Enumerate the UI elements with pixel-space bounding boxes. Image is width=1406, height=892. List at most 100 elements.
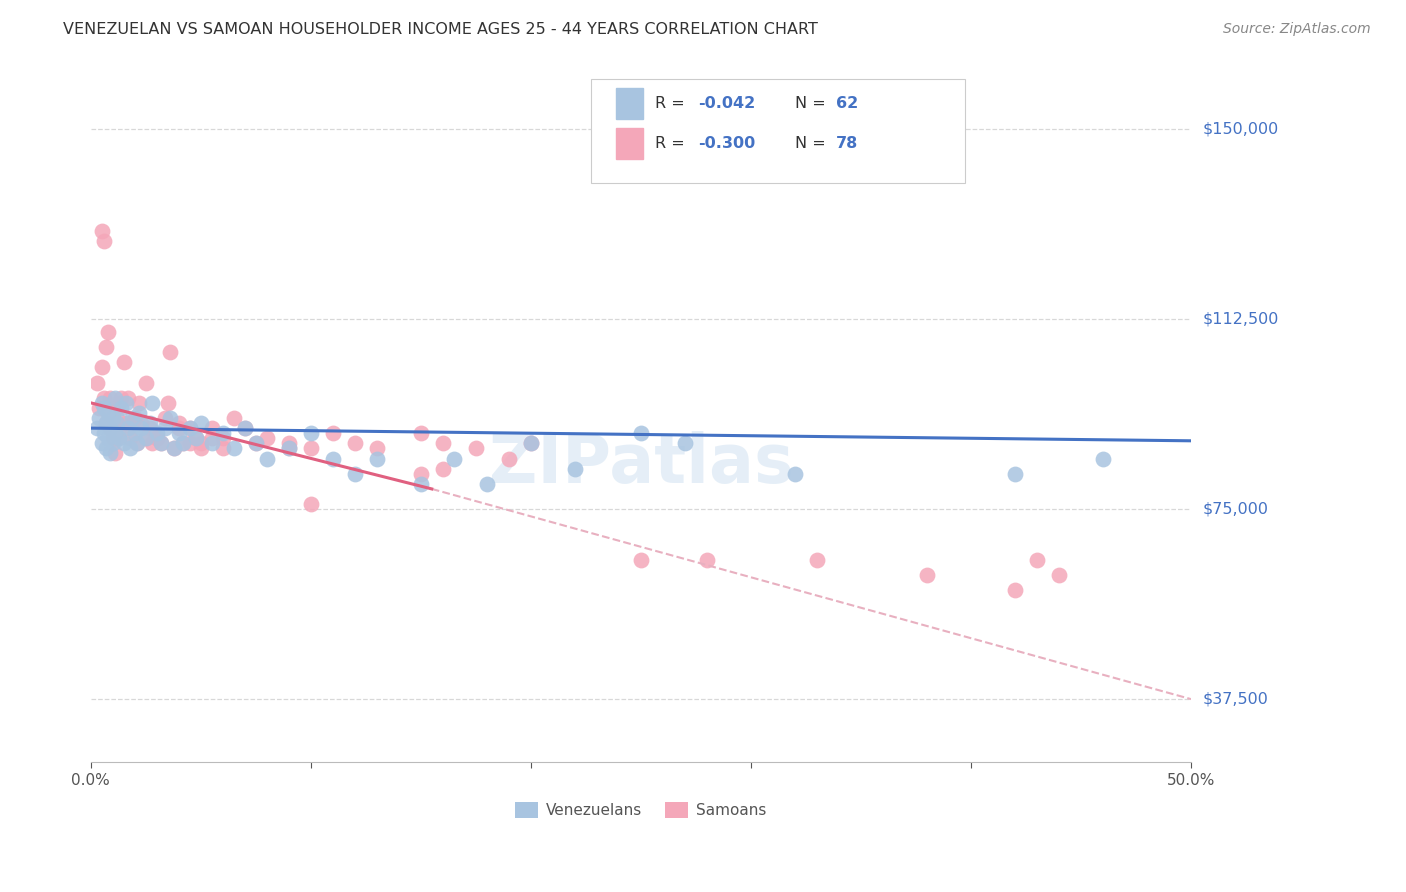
Point	[145, 426, 167, 441]
Point	[145, 431, 167, 445]
Point	[1004, 467, 1026, 481]
Point	[101, 431, 124, 445]
Point	[190, 416, 212, 430]
Point	[150, 436, 173, 450]
Point	[86, 421, 108, 435]
Point	[201, 431, 224, 445]
Text: $112,500: $112,500	[1202, 311, 1278, 326]
Point	[104, 401, 127, 415]
Point	[128, 396, 150, 410]
Text: R =: R =	[655, 136, 690, 151]
Point	[97, 406, 120, 420]
Text: R =: R =	[655, 96, 690, 112]
Point	[112, 436, 135, 450]
Point	[101, 436, 124, 450]
Text: Source: ZipAtlas.com: Source: ZipAtlas.com	[1223, 22, 1371, 37]
Point	[100, 391, 122, 405]
Point	[520, 436, 543, 450]
Point	[167, 421, 190, 435]
Point	[233, 421, 256, 435]
Point	[464, 442, 486, 456]
Point	[564, 461, 586, 475]
Point	[190, 436, 212, 450]
Point	[101, 411, 124, 425]
Point	[179, 421, 201, 435]
Point	[121, 411, 143, 425]
Point	[110, 401, 132, 415]
Point	[104, 426, 127, 441]
Point	[89, 411, 111, 425]
Point	[366, 451, 388, 466]
Point	[100, 446, 122, 460]
Point	[108, 431, 131, 445]
Point	[156, 396, 179, 410]
Text: $75,000: $75,000	[1202, 501, 1268, 516]
Point	[233, 421, 256, 435]
Point	[498, 451, 520, 466]
Point	[94, 340, 117, 354]
Point	[105, 416, 128, 430]
Point	[114, 416, 136, 430]
Point	[190, 442, 212, 456]
Point	[163, 442, 186, 456]
Point	[90, 436, 112, 450]
Point	[179, 436, 201, 450]
Point	[110, 391, 132, 405]
Point	[475, 476, 498, 491]
Point	[108, 396, 131, 410]
Text: $150,000: $150,000	[1202, 122, 1278, 136]
Point	[97, 431, 120, 445]
Point	[124, 426, 146, 441]
Point	[915, 568, 938, 582]
Point	[409, 426, 432, 441]
Point	[108, 421, 131, 435]
Point	[245, 436, 267, 450]
Point	[520, 436, 543, 450]
Point	[1091, 451, 1114, 466]
Point	[256, 451, 278, 466]
Point	[94, 442, 117, 456]
Point	[100, 421, 122, 435]
Point	[167, 416, 190, 430]
Point	[139, 421, 162, 435]
Point	[1047, 568, 1070, 582]
Text: VENEZUELAN VS SAMOAN HOUSEHOLDER INCOME AGES 25 - 44 YEARS CORRELATION CHART: VENEZUELAN VS SAMOAN HOUSEHOLDER INCOME …	[63, 22, 818, 37]
Point	[120, 442, 142, 456]
Point	[124, 411, 146, 425]
Point	[128, 406, 150, 420]
Point	[114, 396, 136, 410]
Point	[245, 436, 267, 450]
Point	[101, 411, 124, 425]
Point	[432, 436, 454, 450]
Point	[366, 442, 388, 456]
Point	[93, 426, 115, 441]
Text: N =: N =	[794, 96, 831, 112]
Point	[100, 421, 122, 435]
Point	[783, 467, 806, 481]
Point	[222, 411, 245, 425]
Point	[172, 436, 194, 450]
Point	[94, 416, 117, 430]
Point	[696, 553, 718, 567]
Point	[630, 426, 652, 441]
Point	[86, 376, 108, 390]
Point	[93, 401, 115, 415]
Point	[443, 451, 465, 466]
Point	[155, 421, 177, 435]
Point	[186, 431, 208, 445]
Point	[256, 431, 278, 445]
Point	[117, 391, 139, 405]
Point	[97, 325, 120, 339]
Point	[90, 224, 112, 238]
Point	[673, 436, 696, 450]
Point	[163, 442, 186, 456]
Point	[806, 553, 828, 567]
Point	[211, 442, 233, 456]
Point	[94, 416, 117, 430]
Point	[201, 421, 224, 435]
Point	[299, 442, 322, 456]
Text: 78: 78	[835, 136, 858, 151]
Point	[90, 396, 112, 410]
Point	[299, 497, 322, 511]
Point	[129, 416, 152, 430]
